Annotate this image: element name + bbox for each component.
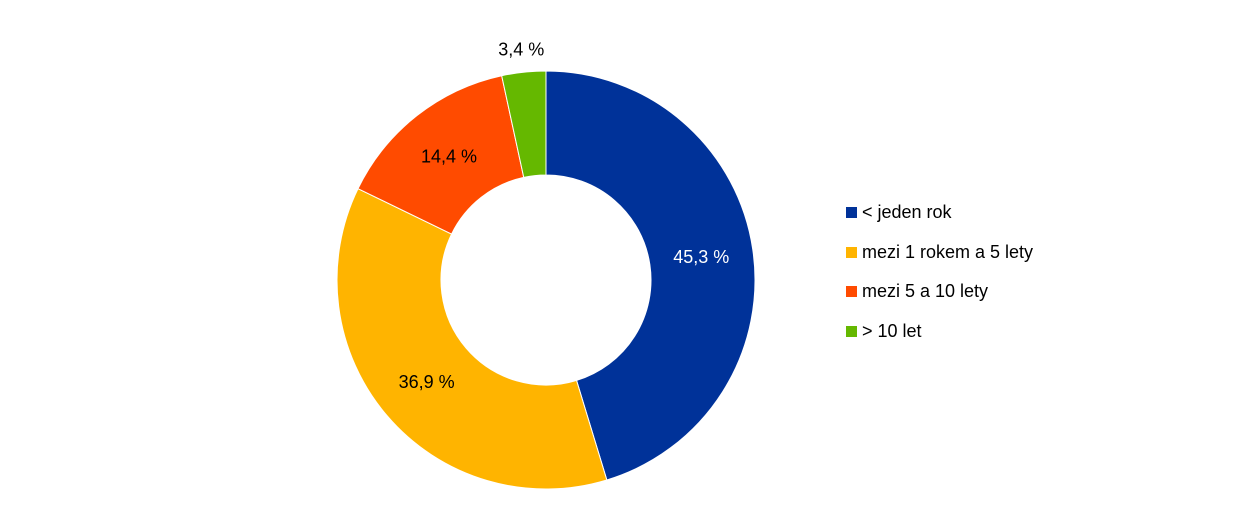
legend-label: < jeden rok xyxy=(862,202,952,223)
legend-label: mezi 5 a 10 lety xyxy=(862,281,989,302)
data-label: 36,9 % xyxy=(399,372,455,392)
data-label: 45,3 % xyxy=(673,247,729,267)
donut-slice xyxy=(336,187,608,490)
legend-item: > 10 let xyxy=(846,312,1033,352)
donut-slice xyxy=(545,70,756,481)
legend-swatch xyxy=(846,207,857,219)
donut-slice xyxy=(501,70,547,178)
legend-label: > 10 let xyxy=(862,320,922,341)
legend: < jeden rok mezi 1 rokem a 5 lety mezi 5… xyxy=(846,193,1033,351)
legend-label: mezi 1 rokem a 5 lety xyxy=(862,241,1034,262)
legend-swatch xyxy=(846,286,857,298)
legend-item: mezi 1 rokem a 5 lety xyxy=(846,233,1033,273)
data-label: 3,4 % xyxy=(498,39,544,59)
legend-item: < jeden rok xyxy=(846,193,1033,233)
legend-swatch xyxy=(846,246,857,258)
legend-swatch xyxy=(846,325,857,337)
legend-item: mezi 5 a 10 lety xyxy=(846,272,1033,312)
data-label: 14,4 % xyxy=(421,147,477,167)
